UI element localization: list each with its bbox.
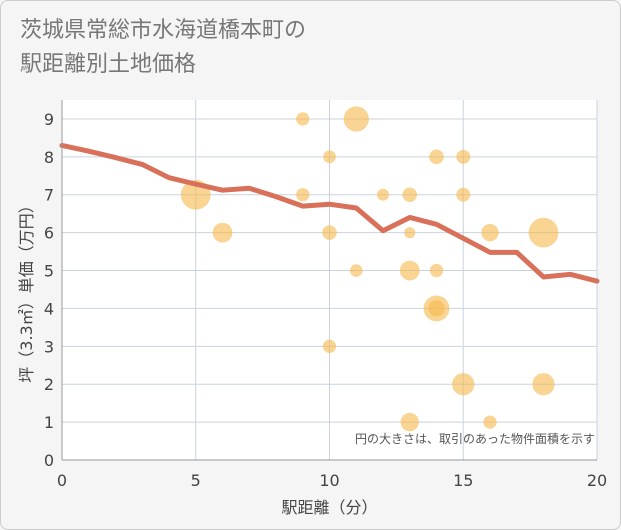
bubble-point (481, 223, 499, 242)
x-tick-label: 15 (453, 471, 473, 490)
bubble-point (296, 188, 310, 202)
y-tick-label: 7 (44, 186, 54, 205)
axes: 0 1 2 3 4 5 6 7 8 9 0 5 10 15 20 (44, 100, 607, 490)
y-axis-label: 坪（3.3㎡）単価（万円） (17, 197, 36, 382)
y-tick-label: 9 (44, 110, 54, 129)
bubble-point (402, 187, 418, 203)
size-note: 円の大きさは、取引のあった物件面積を示す (355, 431, 595, 446)
bubbles (180, 106, 559, 432)
bubble-point (404, 227, 416, 239)
bubble-point (400, 412, 419, 432)
trend-line (59, 142, 600, 284)
bubble-point (322, 339, 337, 353)
x-tick-label: 0 (57, 471, 67, 490)
x-tick-label: 5 (191, 471, 201, 490)
y-tick-label: 8 (44, 148, 54, 167)
chart-title: 茨城県常総市水海道橋本町の 駅距離別土地価格 (20, 18, 307, 77)
x-tick-label: 10 (319, 471, 339, 490)
bubble-point (532, 373, 555, 396)
bubble-point (322, 225, 337, 240)
bubble-point (456, 149, 471, 164)
bubble-point (428, 300, 445, 317)
bubble-point (429, 263, 444, 278)
bubble-point (296, 112, 310, 126)
y-tick-label: 3 (44, 337, 54, 356)
y-tick-label: 6 (44, 224, 54, 243)
bubble-point (528, 217, 559, 248)
bubble-point (349, 264, 363, 277)
y-tick-label: 4 (44, 299, 54, 318)
y-tick-label: 5 (44, 262, 54, 281)
x-tick-label: 20 (587, 471, 607, 490)
bubble-point (212, 222, 233, 243)
bubble-point (429, 149, 444, 165)
bubble-point (452, 373, 475, 396)
y-tick-label: 1 (44, 413, 54, 432)
bubble-point (343, 106, 369, 132)
y-tick-label: 2 (44, 375, 54, 394)
bubble-point (323, 150, 336, 164)
bubble-point (377, 188, 389, 201)
bubble-point (483, 415, 497, 429)
x-axis-label: 駅距離（分） (281, 498, 377, 517)
trend-line-group (59, 142, 600, 284)
y-tick-label: 0 (44, 451, 54, 470)
bubble-point (399, 260, 420, 281)
bubble-point (456, 187, 471, 202)
